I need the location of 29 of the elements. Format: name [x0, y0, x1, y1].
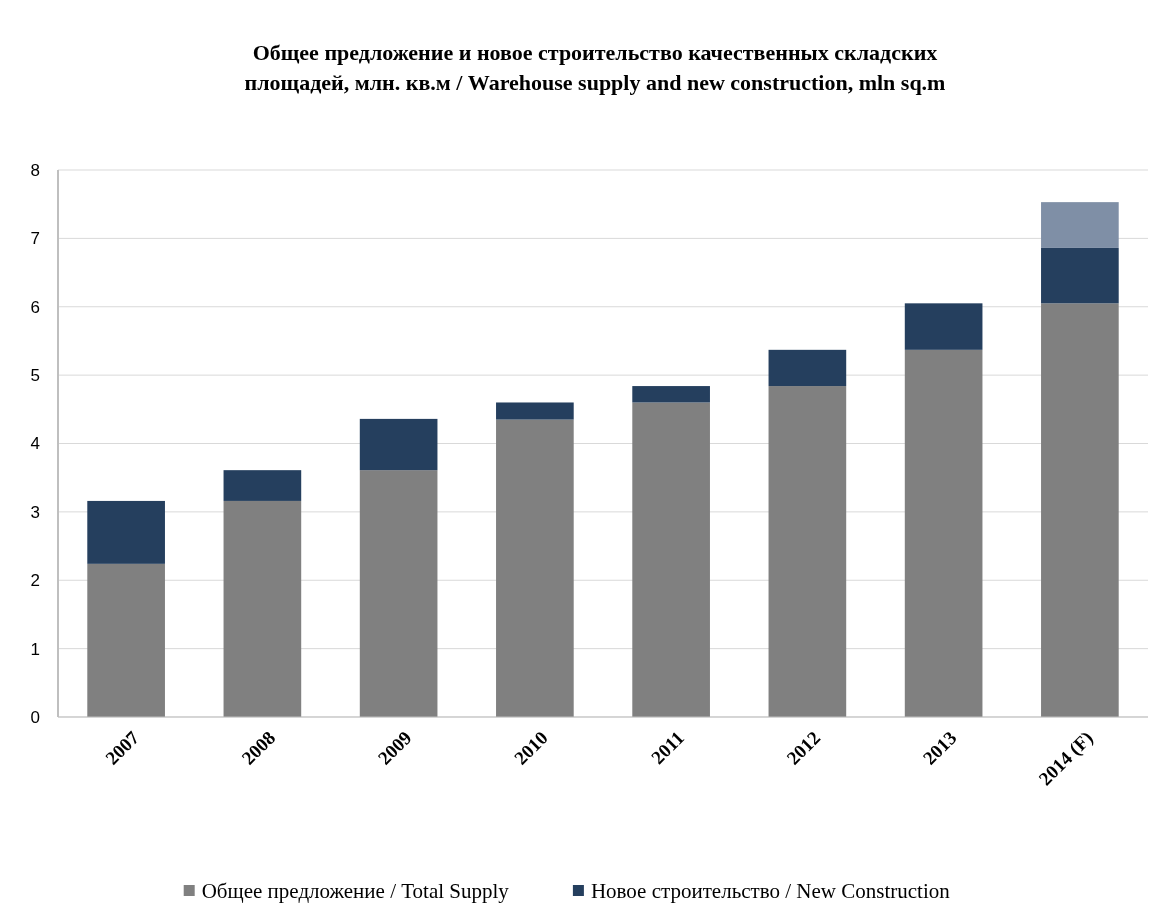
bar	[1041, 303, 1119, 717]
bar	[632, 386, 710, 403]
y-tick-label: 1	[30, 639, 40, 659]
y-tick-label: 6	[30, 297, 40, 317]
y-tick-label: 3	[30, 502, 40, 522]
bar	[223, 470, 302, 501]
y-tick-label: 2	[30, 571, 40, 591]
bar	[1041, 202, 1119, 248]
legend-label: Общее предложение / Total Supply	[201, 879, 510, 903]
chart-title: Общее предложение и новое строительство качественных складских площадей, млн. кв.м / Warehouse supply and new construction, mln sq.m	[244, 40, 946, 95]
y-tick-label: 5	[30, 366, 40, 386]
y-tick-label: 4	[30, 434, 40, 454]
bar	[904, 349, 983, 717]
bar	[496, 419, 574, 717]
y-tick-label: 0	[30, 707, 40, 727]
bar	[904, 303, 983, 350]
y-tick-label: 7	[30, 229, 40, 249]
bar	[87, 563, 165, 717]
bar	[359, 418, 438, 471]
bar	[768, 349, 847, 387]
bar	[496, 402, 574, 420]
legend-label: Новое строительство / New Construction	[590, 879, 951, 903]
bar	[632, 402, 710, 717]
bar	[223, 500, 302, 717]
bar	[768, 386, 847, 717]
bar	[87, 500, 165, 564]
bar	[1041, 247, 1119, 304]
y-tick-label: 8	[30, 160, 40, 180]
bar	[359, 470, 438, 717]
